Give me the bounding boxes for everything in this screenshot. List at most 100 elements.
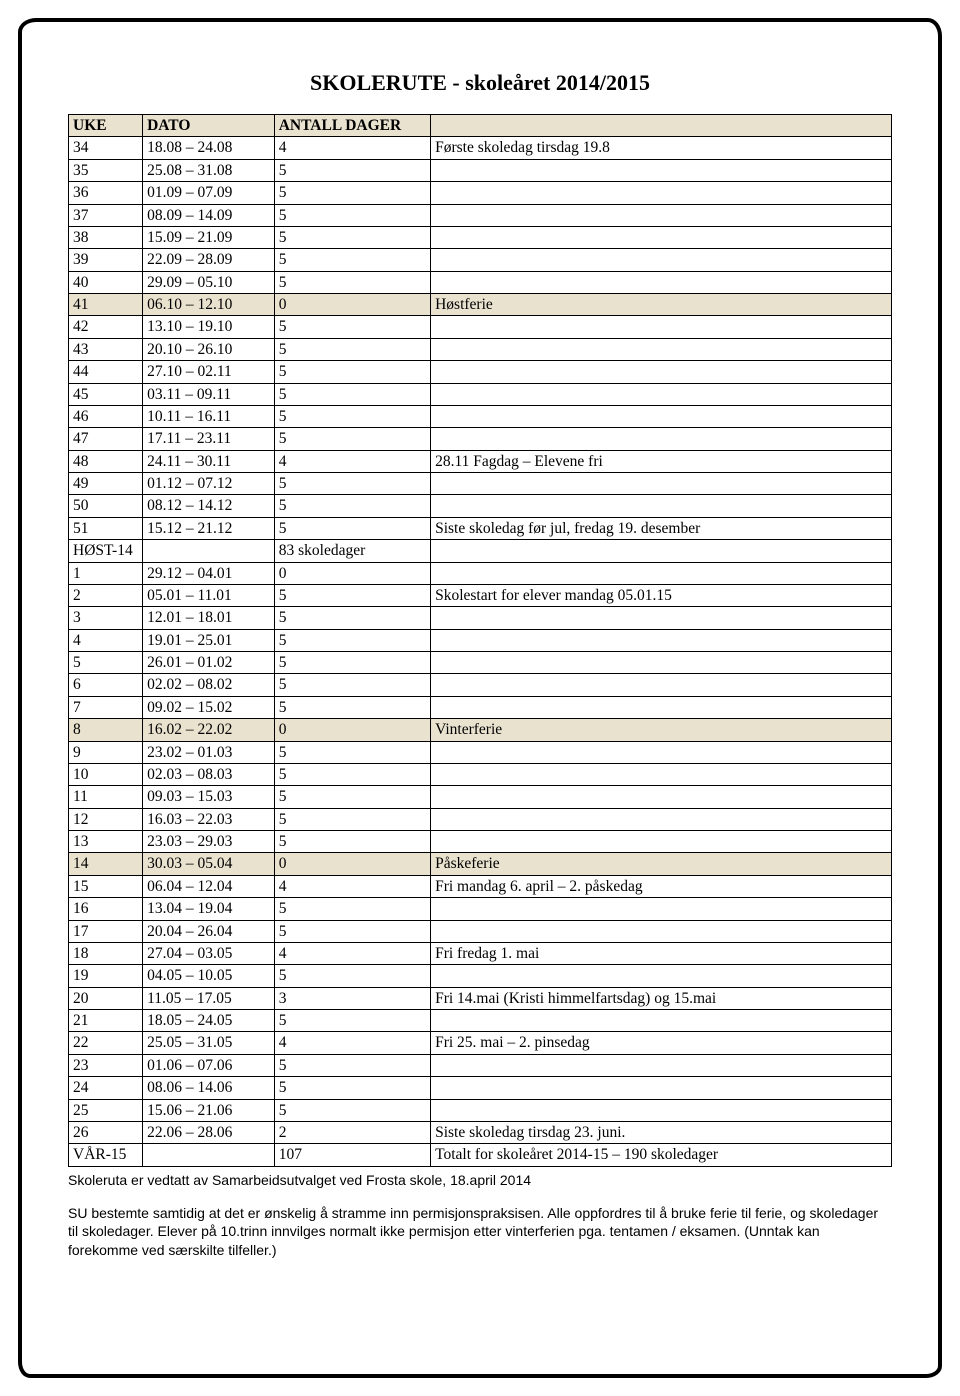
cell-dato: 01.12 – 07.12	[143, 473, 275, 495]
cell-uke: 45	[69, 383, 143, 405]
cell-note	[431, 652, 892, 674]
cell-dato	[143, 1144, 275, 1166]
table-row: 4610.11 – 16.115	[69, 405, 892, 427]
cell-note	[431, 674, 892, 696]
cell-uke: 26	[69, 1121, 143, 1143]
table-row: 1109.03 – 15.035	[69, 786, 892, 808]
table-row: 1613.04 – 19.045	[69, 898, 892, 920]
cell-note	[431, 1077, 892, 1099]
cell-note	[431, 361, 892, 383]
cell-uke: 7	[69, 696, 143, 718]
cell-dato: 09.03 – 15.03	[143, 786, 275, 808]
table-row: 3708.09 – 14.095	[69, 204, 892, 226]
cell-note	[431, 249, 892, 271]
cell-uke: 2	[69, 584, 143, 606]
cell-note	[431, 338, 892, 360]
cell-dager: 5	[274, 629, 430, 651]
cell-uke: 24	[69, 1077, 143, 1099]
cell-dager: 4	[274, 942, 430, 964]
cell-uke: 13	[69, 831, 143, 853]
cell-dager: 0	[274, 294, 430, 316]
cell-note	[431, 473, 892, 495]
cell-dager: 4	[274, 450, 430, 472]
table-row: 1904.05 – 10.055	[69, 965, 892, 987]
cell-uke: 40	[69, 271, 143, 293]
cell-note	[431, 316, 892, 338]
table-row: 1216.03 – 22.035	[69, 808, 892, 830]
table-row: 2622.06 – 28.062Siste skoledag tirsdag 2…	[69, 1121, 892, 1143]
cell-uke: 35	[69, 159, 143, 181]
cell-dato: 25.08 – 31.08	[143, 159, 275, 181]
cell-uke: 18	[69, 942, 143, 964]
table-row: 2118.05 – 24.055	[69, 1010, 892, 1032]
cell-dato: 13.10 – 19.10	[143, 316, 275, 338]
table-row: 1827.04 – 03.054Fri fredag 1. mai	[69, 942, 892, 964]
cell-note	[431, 808, 892, 830]
cell-uke: 42	[69, 316, 143, 338]
cell-note	[431, 763, 892, 785]
cell-dager: 5	[274, 920, 430, 942]
cell-dager: 5	[274, 584, 430, 606]
cell-dato: 08.09 – 14.09	[143, 204, 275, 226]
table-row: 4717.11 – 23.115	[69, 428, 892, 450]
table-row: 4901.12 – 07.125	[69, 473, 892, 495]
cell-dato: 23.02 – 01.03	[143, 741, 275, 763]
cell-note: 28.11 Fagdag – Elevene fri	[431, 450, 892, 472]
cell-uke: 6	[69, 674, 143, 696]
cell-note	[431, 383, 892, 405]
cell-note	[431, 159, 892, 181]
cell-dager: 5	[274, 1099, 430, 1121]
cell-uke: 19	[69, 965, 143, 987]
cell-dager: 4	[274, 875, 430, 897]
cell-uke: 41	[69, 294, 143, 316]
cell-dato: 27.04 – 03.05	[143, 942, 275, 964]
cell-dato: 12.01 – 18.01	[143, 607, 275, 629]
cell-uke: 17	[69, 920, 143, 942]
cell-note	[431, 182, 892, 204]
cell-uke: 51	[69, 517, 143, 539]
col-note	[431, 115, 892, 137]
cell-dato: 30.03 – 05.04	[143, 853, 275, 875]
cell-note	[431, 540, 892, 562]
cell-uke: 1	[69, 562, 143, 584]
cell-note	[431, 562, 892, 584]
cell-note: Fri mandag 6. april – 2. påskedag	[431, 875, 892, 897]
cell-dager: 5	[274, 226, 430, 248]
cell-dager: 5	[274, 831, 430, 853]
cell-note: Fri 14.mai (Kristi himmelfartsdag) og 15…	[431, 987, 892, 1009]
cell-note: Første skoledag tirsdag 19.8	[431, 137, 892, 159]
cell-dager: 5	[274, 674, 430, 696]
cell-dager: 5	[274, 786, 430, 808]
table-row: 1002.03 – 08.035	[69, 763, 892, 785]
cell-dato: 22.09 – 28.09	[143, 249, 275, 271]
cell-uke: 38	[69, 226, 143, 248]
cell-note: Skolestart for elever mandag 05.01.15	[431, 584, 892, 606]
cell-dato: 09.02 – 15.02	[143, 696, 275, 718]
cell-uke: 15	[69, 875, 143, 897]
cell-uke: 23	[69, 1054, 143, 1076]
cell-note	[431, 405, 892, 427]
cell-note: Totalt for skoleåret 2014-15 – 190 skole…	[431, 1144, 892, 1166]
table-row: 5008.12 – 14.125	[69, 495, 892, 517]
cell-dato: 03.11 – 09.11	[143, 383, 275, 405]
cell-note	[431, 271, 892, 293]
table-row: 923.02 – 01.035	[69, 741, 892, 763]
cell-note	[431, 204, 892, 226]
cell-uke: 12	[69, 808, 143, 830]
page-title: SKOLERUTE - skoleåret 2014/2015	[68, 70, 892, 96]
table-row: 709.02 – 15.025	[69, 696, 892, 718]
table-header-row: UKE DATO ANTALL DAGER	[69, 115, 892, 137]
paragraph: SU bestemte samtidig at det er ønskelig …	[68, 1204, 892, 1261]
cell-note: Fri 25. mai – 2. pinsedag	[431, 1032, 892, 1054]
cell-dager: 5	[274, 249, 430, 271]
cell-dato: 02.02 – 08.02	[143, 674, 275, 696]
cell-dager: 5	[274, 159, 430, 181]
table-row: 2225.05 – 31.054Fri 25. mai – 2. pinseda…	[69, 1032, 892, 1054]
cell-dager: 5	[274, 204, 430, 226]
table-row: 129.12 – 04.010	[69, 562, 892, 584]
table-row: 1430.03 – 05.040Påskeferie	[69, 853, 892, 875]
cell-dager: 5	[274, 1077, 430, 1099]
cell-uke: 4	[69, 629, 143, 651]
table-row: 1720.04 – 26.045	[69, 920, 892, 942]
cell-uke: 25	[69, 1099, 143, 1121]
